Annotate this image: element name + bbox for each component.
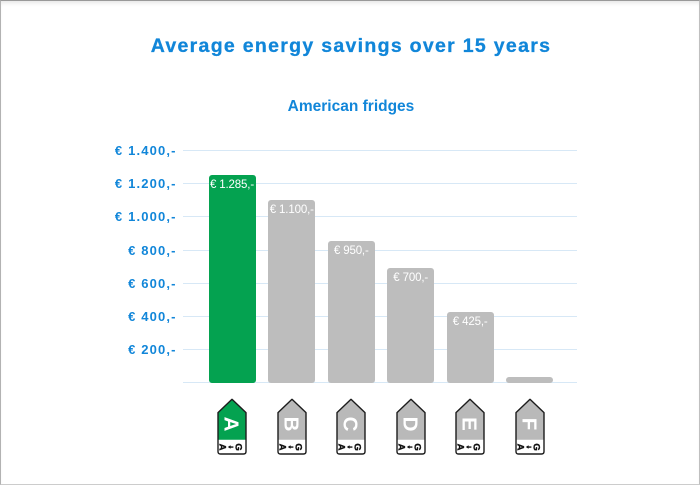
svg-text:F: F xyxy=(517,418,540,431)
svg-text:A: A xyxy=(455,444,466,451)
svg-text:A: A xyxy=(277,444,288,451)
svg-text:G: G xyxy=(233,443,244,450)
svg-text:G: G xyxy=(352,443,363,450)
svg-text:C: C xyxy=(339,417,362,432)
svg-text:A: A xyxy=(220,417,243,432)
svg-text:G: G xyxy=(471,443,482,450)
svg-text:A: A xyxy=(217,444,228,451)
svg-text:G: G xyxy=(292,443,303,450)
svg-text:A: A xyxy=(515,444,526,451)
svg-text:G: G xyxy=(530,443,541,450)
svg-text:A: A xyxy=(396,444,407,451)
svg-text:A: A xyxy=(336,444,347,451)
svg-text:E: E xyxy=(458,417,481,431)
svg-text:G: G xyxy=(411,443,422,450)
svg-text:B: B xyxy=(279,417,302,432)
svg-text:D: D xyxy=(398,417,421,432)
